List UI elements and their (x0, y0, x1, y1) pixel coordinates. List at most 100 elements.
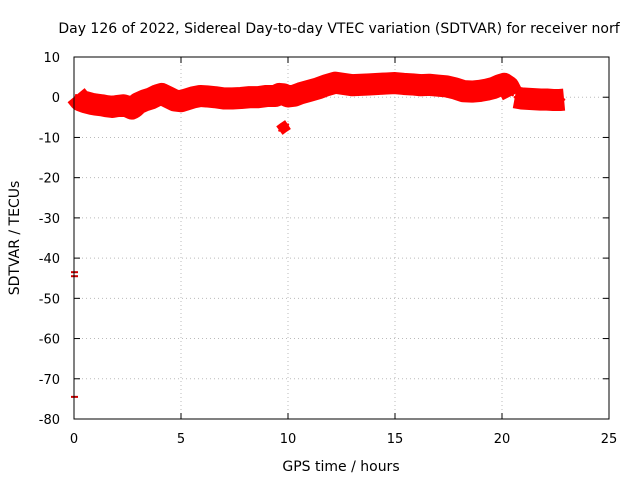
series-point (222, 97, 225, 100)
series-point (111, 105, 114, 109)
series-point (167, 96, 170, 99)
series-point (419, 84, 422, 87)
series-point (231, 97, 234, 100)
series-point (445, 85, 448, 88)
y-tick-label: -70 (39, 373, 60, 388)
series-point (428, 83, 431, 87)
series-point (156, 94, 159, 97)
series-point (104, 104, 108, 108)
y-tick-label: -60 (39, 333, 60, 348)
y-tick-label: -10 (39, 131, 60, 146)
data-series (67, 71, 571, 135)
series-point (265, 94, 268, 98)
series-point (393, 81, 397, 85)
series-point (239, 96, 243, 100)
series-point (532, 98, 536, 101)
series-point (205, 95, 208, 98)
series-point (132, 106, 136, 109)
plot-frame (73, 56, 610, 420)
series-point (83, 100, 86, 104)
series-point (462, 90, 465, 93)
series-point (274, 94, 277, 98)
series-point (498, 84, 502, 87)
x-tick-label: 25 (601, 432, 618, 447)
series-point (376, 82, 380, 86)
series-point (149, 97, 153, 100)
series-point (479, 89, 482, 93)
series-point (492, 86, 495, 90)
series-point (558, 98, 561, 102)
series-point (278, 129, 281, 132)
x-tick-label: 20 (494, 432, 511, 447)
series-point (539, 98, 542, 101)
series-point (126, 105, 129, 108)
series-point (94, 103, 97, 106)
series-point (511, 94, 514, 97)
series-point (122, 104, 125, 107)
series-point (248, 96, 251, 99)
y-tick-label: -30 (39, 212, 60, 227)
y-tick-label: -20 (39, 172, 60, 187)
series-point (115, 104, 119, 108)
y-tick-label: 0 (52, 91, 60, 106)
series-point (299, 92, 302, 95)
series-point (192, 96, 195, 99)
series-point (325, 84, 328, 87)
series-point (282, 93, 285, 96)
series-point (513, 96, 516, 99)
series-point (308, 89, 311, 93)
series-point (199, 94, 202, 98)
series-point (137, 102, 140, 105)
series-point (342, 82, 345, 86)
x-tick-label: 5 (177, 432, 185, 447)
series-point (545, 98, 549, 101)
series-point (173, 99, 176, 102)
series-point (316, 87, 320, 90)
series-point (333, 81, 337, 84)
x-tick-label: 0 (70, 432, 78, 447)
series-point (520, 97, 523, 100)
y-tick-label: 10 (43, 51, 60, 66)
series-point (351, 84, 354, 87)
series-point (368, 83, 371, 86)
series-point (552, 98, 555, 102)
series-point (485, 88, 489, 91)
series-point (179, 100, 183, 103)
series-point (526, 97, 529, 101)
series-point (562, 98, 566, 101)
x-tick-label: 10 (280, 432, 297, 447)
series-point (502, 82, 506, 86)
x-axis-label: GPS time / hours (282, 459, 399, 475)
y-tick-label: -50 (39, 292, 60, 307)
series-point (74, 94, 78, 97)
series-point (410, 83, 414, 86)
series-point (143, 99, 146, 102)
series-point (282, 126, 285, 129)
series-point (186, 98, 189, 101)
chart-title: Day 126 of 2022, Sidereal Day-to-day VTE… (58, 21, 620, 37)
series-point (507, 85, 510, 89)
x-tick-label: 15 (387, 432, 404, 447)
series-point (256, 96, 260, 99)
series-point (130, 107, 133, 110)
series-point (79, 99, 82, 102)
y-tick-label: -80 (39, 413, 60, 428)
series-point (214, 96, 217, 99)
series-point (100, 104, 104, 107)
series-point (359, 83, 362, 87)
y-tick-label: -40 (39, 252, 60, 267)
series-point (278, 92, 281, 96)
series-point (436, 84, 439, 87)
series-point (453, 87, 457, 90)
series-point (470, 90, 474, 93)
grid (74, 57, 609, 419)
series-point (293, 94, 296, 97)
series-point (402, 82, 405, 86)
series-point (160, 92, 163, 96)
series-point (89, 102, 93, 105)
series-point (286, 95, 290, 98)
series-point (286, 123, 290, 126)
series-point (385, 82, 388, 85)
y-axis-label: SDTVAR / TECUs (7, 181, 23, 296)
